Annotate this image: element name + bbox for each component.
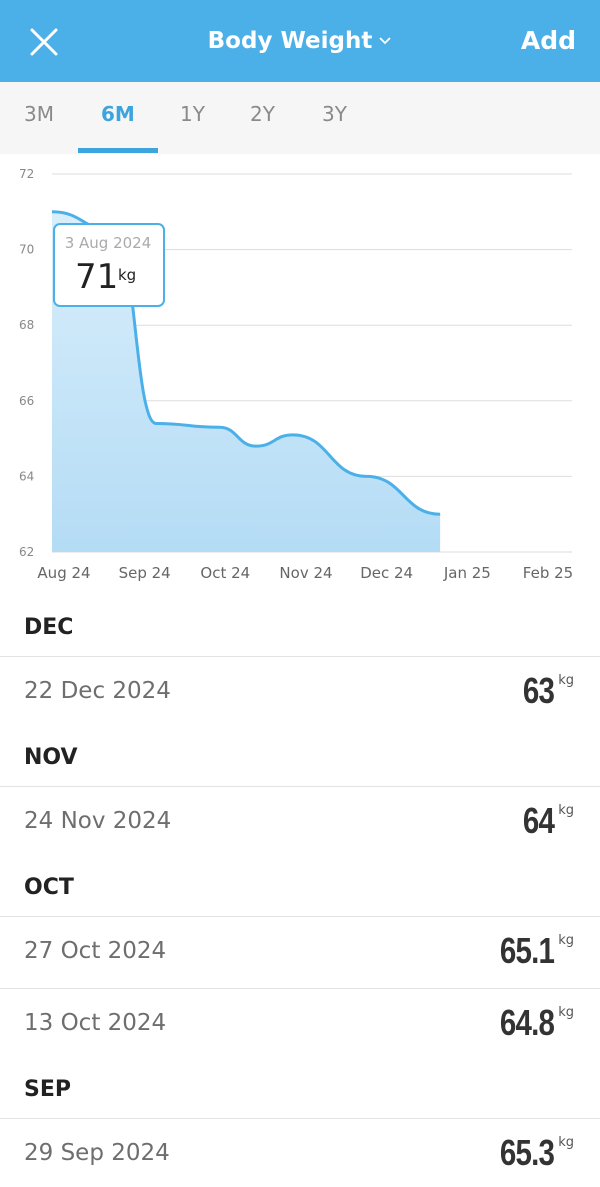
x-tick-label: Jan 25: [443, 564, 491, 582]
y-tick-label: 70: [19, 243, 34, 257]
close-icon[interactable]: [24, 22, 64, 62]
y-tick-label: 62: [19, 545, 34, 559]
chevron-down-icon[interactable]: [378, 36, 392, 46]
section-header-nov: NOV: [24, 745, 78, 770]
y-tick-label: 66: [19, 394, 34, 408]
add-button[interactable]: Add: [520, 26, 576, 55]
active-tab-indicator: [78, 148, 158, 153]
divider: [0, 1118, 600, 1119]
entry-date: 13 Oct 2024: [24, 1010, 167, 1036]
entry-unit: kg: [558, 1135, 574, 1150]
tab-2y[interactable]: 2Y: [250, 102, 275, 126]
app-header: Body Weight Add: [0, 0, 600, 82]
tab-3y[interactable]: 3Y: [322, 102, 347, 126]
divider: [0, 656, 600, 657]
entry-value: 65.3: [499, 1132, 555, 1173]
tab-6m[interactable]: 6M: [101, 102, 135, 126]
divider: [0, 786, 600, 787]
x-tick-label: Sep 24: [119, 564, 171, 582]
entry-value: 64: [522, 800, 555, 841]
entry-value: 64.8: [499, 1002, 555, 1043]
entry-value: 65.1: [499, 930, 555, 971]
metric-selector-title[interactable]: Body Weight: [207, 28, 373, 54]
range-tabs: 3M 6M 1Y 2Y 3Y: [0, 82, 600, 154]
tooltip-date: 3 Aug 2024: [65, 234, 152, 252]
divider: [0, 988, 600, 989]
entry-unit: kg: [558, 933, 574, 948]
divider: [0, 916, 600, 917]
tab-3m[interactable]: 3M: [24, 102, 54, 126]
tooltip-box: [53, 223, 165, 307]
entry-unit: kg: [558, 803, 574, 818]
section-header-sep: SEP: [24, 1077, 71, 1102]
tooltip-value: 71: [75, 257, 118, 297]
entry-date: 29 Sep 2024: [24, 1140, 170, 1166]
x-tick-label: Aug 24: [37, 564, 90, 582]
section-header-oct: OCT: [24, 875, 74, 900]
x-tick-label: Nov 24: [279, 564, 332, 582]
entry-date: 27 Oct 2024: [24, 938, 167, 964]
x-tick-label: Feb 25: [523, 564, 573, 582]
entry-unit: kg: [558, 673, 574, 688]
tab-1y[interactable]: 1Y: [180, 102, 205, 126]
section-header-dec: DEC: [24, 615, 74, 640]
entry-date: 24 Nov 2024: [24, 808, 172, 834]
entry-date: 22 Dec 2024: [24, 678, 171, 704]
area-fill: [52, 211, 441, 553]
x-tick-label: Oct 24: [200, 564, 250, 582]
entry-unit: kg: [558, 1005, 574, 1020]
y-tick-label: 68: [19, 318, 34, 332]
x-tick-label: Dec 24: [360, 564, 413, 582]
entry-value: 63: [522, 670, 555, 711]
tooltip-unit: kg: [118, 266, 136, 284]
y-tick-label: 64: [19, 469, 34, 483]
y-tick-label: 72: [19, 167, 34, 181]
